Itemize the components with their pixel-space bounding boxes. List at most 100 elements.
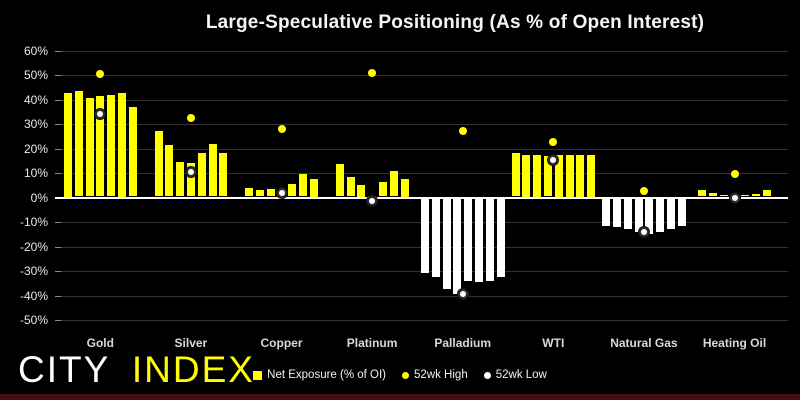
bar-gold (96, 95, 105, 197)
bar-copper (288, 184, 297, 197)
bar-natural-gas (602, 198, 611, 226)
bar-palladium (485, 198, 494, 281)
y-axis-tick-label: -40% (19, 288, 48, 303)
bar-natural-gas (645, 198, 654, 235)
52wk-high-marker (368, 68, 377, 77)
axis-tick (55, 271, 61, 272)
bar-silver (176, 161, 185, 197)
category-label: Silver (174, 336, 208, 350)
legend-item-net-exposure: Net Exposure (% of OI) (253, 369, 386, 381)
axis-tick (55, 246, 61, 248)
gridline (55, 295, 788, 297)
gridline (55, 124, 788, 125)
52wk-high-marker (549, 138, 558, 147)
category-label: Palladium (434, 336, 492, 350)
category-label: Copper (260, 336, 303, 350)
axis-tick (55, 50, 61, 52)
legend-high-label: 52wk High (414, 369, 468, 381)
city-index-logo: CITY INDEX (18, 350, 255, 390)
52wk-low-marker (367, 196, 378, 207)
bar-heating-oil (708, 192, 717, 197)
bar-silver (219, 153, 228, 197)
category-label: WTI (542, 336, 565, 350)
52wk-high-marker (458, 127, 467, 136)
bar-gold (128, 106, 137, 197)
bar-natural-gas (677, 198, 686, 226)
gridline (55, 173, 788, 174)
bar-wti (576, 154, 585, 197)
bar-copper (255, 190, 264, 197)
axis-tick (55, 222, 61, 223)
category-label: Gold (86, 336, 114, 350)
logo-city-text: CITY (18, 349, 110, 390)
bar-copper (299, 174, 308, 197)
bar-natural-gas (656, 198, 665, 232)
logo-index-text: INDEX (131, 349, 255, 390)
bar-platinum (335, 164, 344, 197)
bar-wti (554, 154, 563, 197)
bar-copper (266, 188, 275, 197)
y-axis-tick-label: 20% (23, 141, 48, 156)
y-axis-tick-label: 40% (23, 92, 48, 107)
bar-natural-gas (623, 198, 632, 230)
bar-silver (208, 143, 217, 197)
bar-wti (565, 154, 574, 197)
bar-wti (543, 155, 552, 197)
bar-natural-gas (612, 198, 621, 227)
category-label: Natural Gas (610, 336, 678, 350)
bar-silver (197, 153, 206, 197)
y-axis-tick-label: -10% (19, 215, 48, 229)
gridline (55, 320, 788, 321)
bar-copper (245, 187, 254, 197)
52wk-low-marker (95, 109, 106, 120)
axis-tick (55, 148, 61, 150)
bar-heating-oil (741, 195, 750, 197)
bar-wti (587, 154, 596, 197)
bar-palladium (496, 198, 505, 278)
bar-gold (85, 98, 94, 197)
axis-tick (55, 124, 61, 125)
bar-palladium (464, 198, 473, 281)
52wk-low-marker (276, 187, 287, 198)
bar-heating-oil (752, 193, 761, 197)
net-exposure-swatch-icon (253, 370, 263, 380)
bar-platinum (378, 181, 387, 197)
legend-item-52wk-high: 52wk High (402, 369, 468, 381)
bar-silver (165, 144, 174, 197)
52wk-high-marker (186, 113, 195, 122)
bar-gold (63, 93, 72, 197)
bottom-accent-strip (0, 394, 800, 400)
gridline (55, 148, 788, 150)
axis-tick (55, 320, 61, 321)
bar-wti (522, 154, 531, 197)
bar-palladium (420, 198, 429, 274)
y-axis-tick-label: 60% (23, 43, 48, 58)
legend-item-52wk-low: 52wk Low (483, 369, 547, 381)
chart-legend: Net Exposure (% of OI) 52wk High 52wk Lo… (0, 369, 800, 381)
chart-title: Large-Speculative Positioning (As % of O… (205, 12, 705, 33)
axis-tick (55, 295, 61, 297)
bar-wti (533, 154, 542, 197)
bar-heating-oil (698, 190, 707, 197)
bar-gold (117, 93, 126, 197)
low-dot-icon (483, 371, 491, 379)
y-axis-tick-label: 0% (30, 190, 48, 205)
axis-tick (55, 75, 61, 76)
y-axis-tick-label: 50% (23, 68, 48, 82)
bar-gold (107, 94, 116, 197)
category-label: Platinum (346, 336, 398, 350)
52wk-low-marker (185, 166, 196, 177)
bar-heating-oil (719, 195, 728, 197)
bar-palladium (453, 198, 462, 295)
52wk-low-marker (638, 226, 649, 237)
gridline (55, 50, 788, 52)
gridline (55, 99, 788, 101)
52wk-low-marker (457, 289, 468, 300)
bar-palladium (442, 198, 451, 290)
y-axis-tick-label: -20% (19, 239, 48, 254)
bar-natural-gas (666, 198, 675, 230)
52wk-high-marker (639, 187, 648, 196)
bar-platinum (346, 176, 355, 197)
